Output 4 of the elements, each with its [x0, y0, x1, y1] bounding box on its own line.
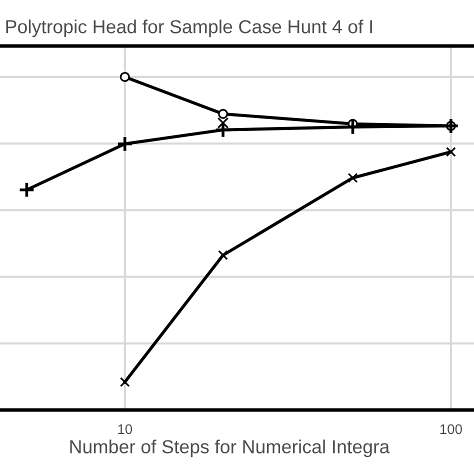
x-tick-label: 100	[440, 424, 462, 434]
chart-title: Polytropic Head for Sample Case Hunt 4 of I	[6, 20, 372, 38]
x-tick-label: 10	[118, 424, 132, 434]
x-axis-title: Number of Steps for Numerical Integra	[70, 440, 390, 458]
